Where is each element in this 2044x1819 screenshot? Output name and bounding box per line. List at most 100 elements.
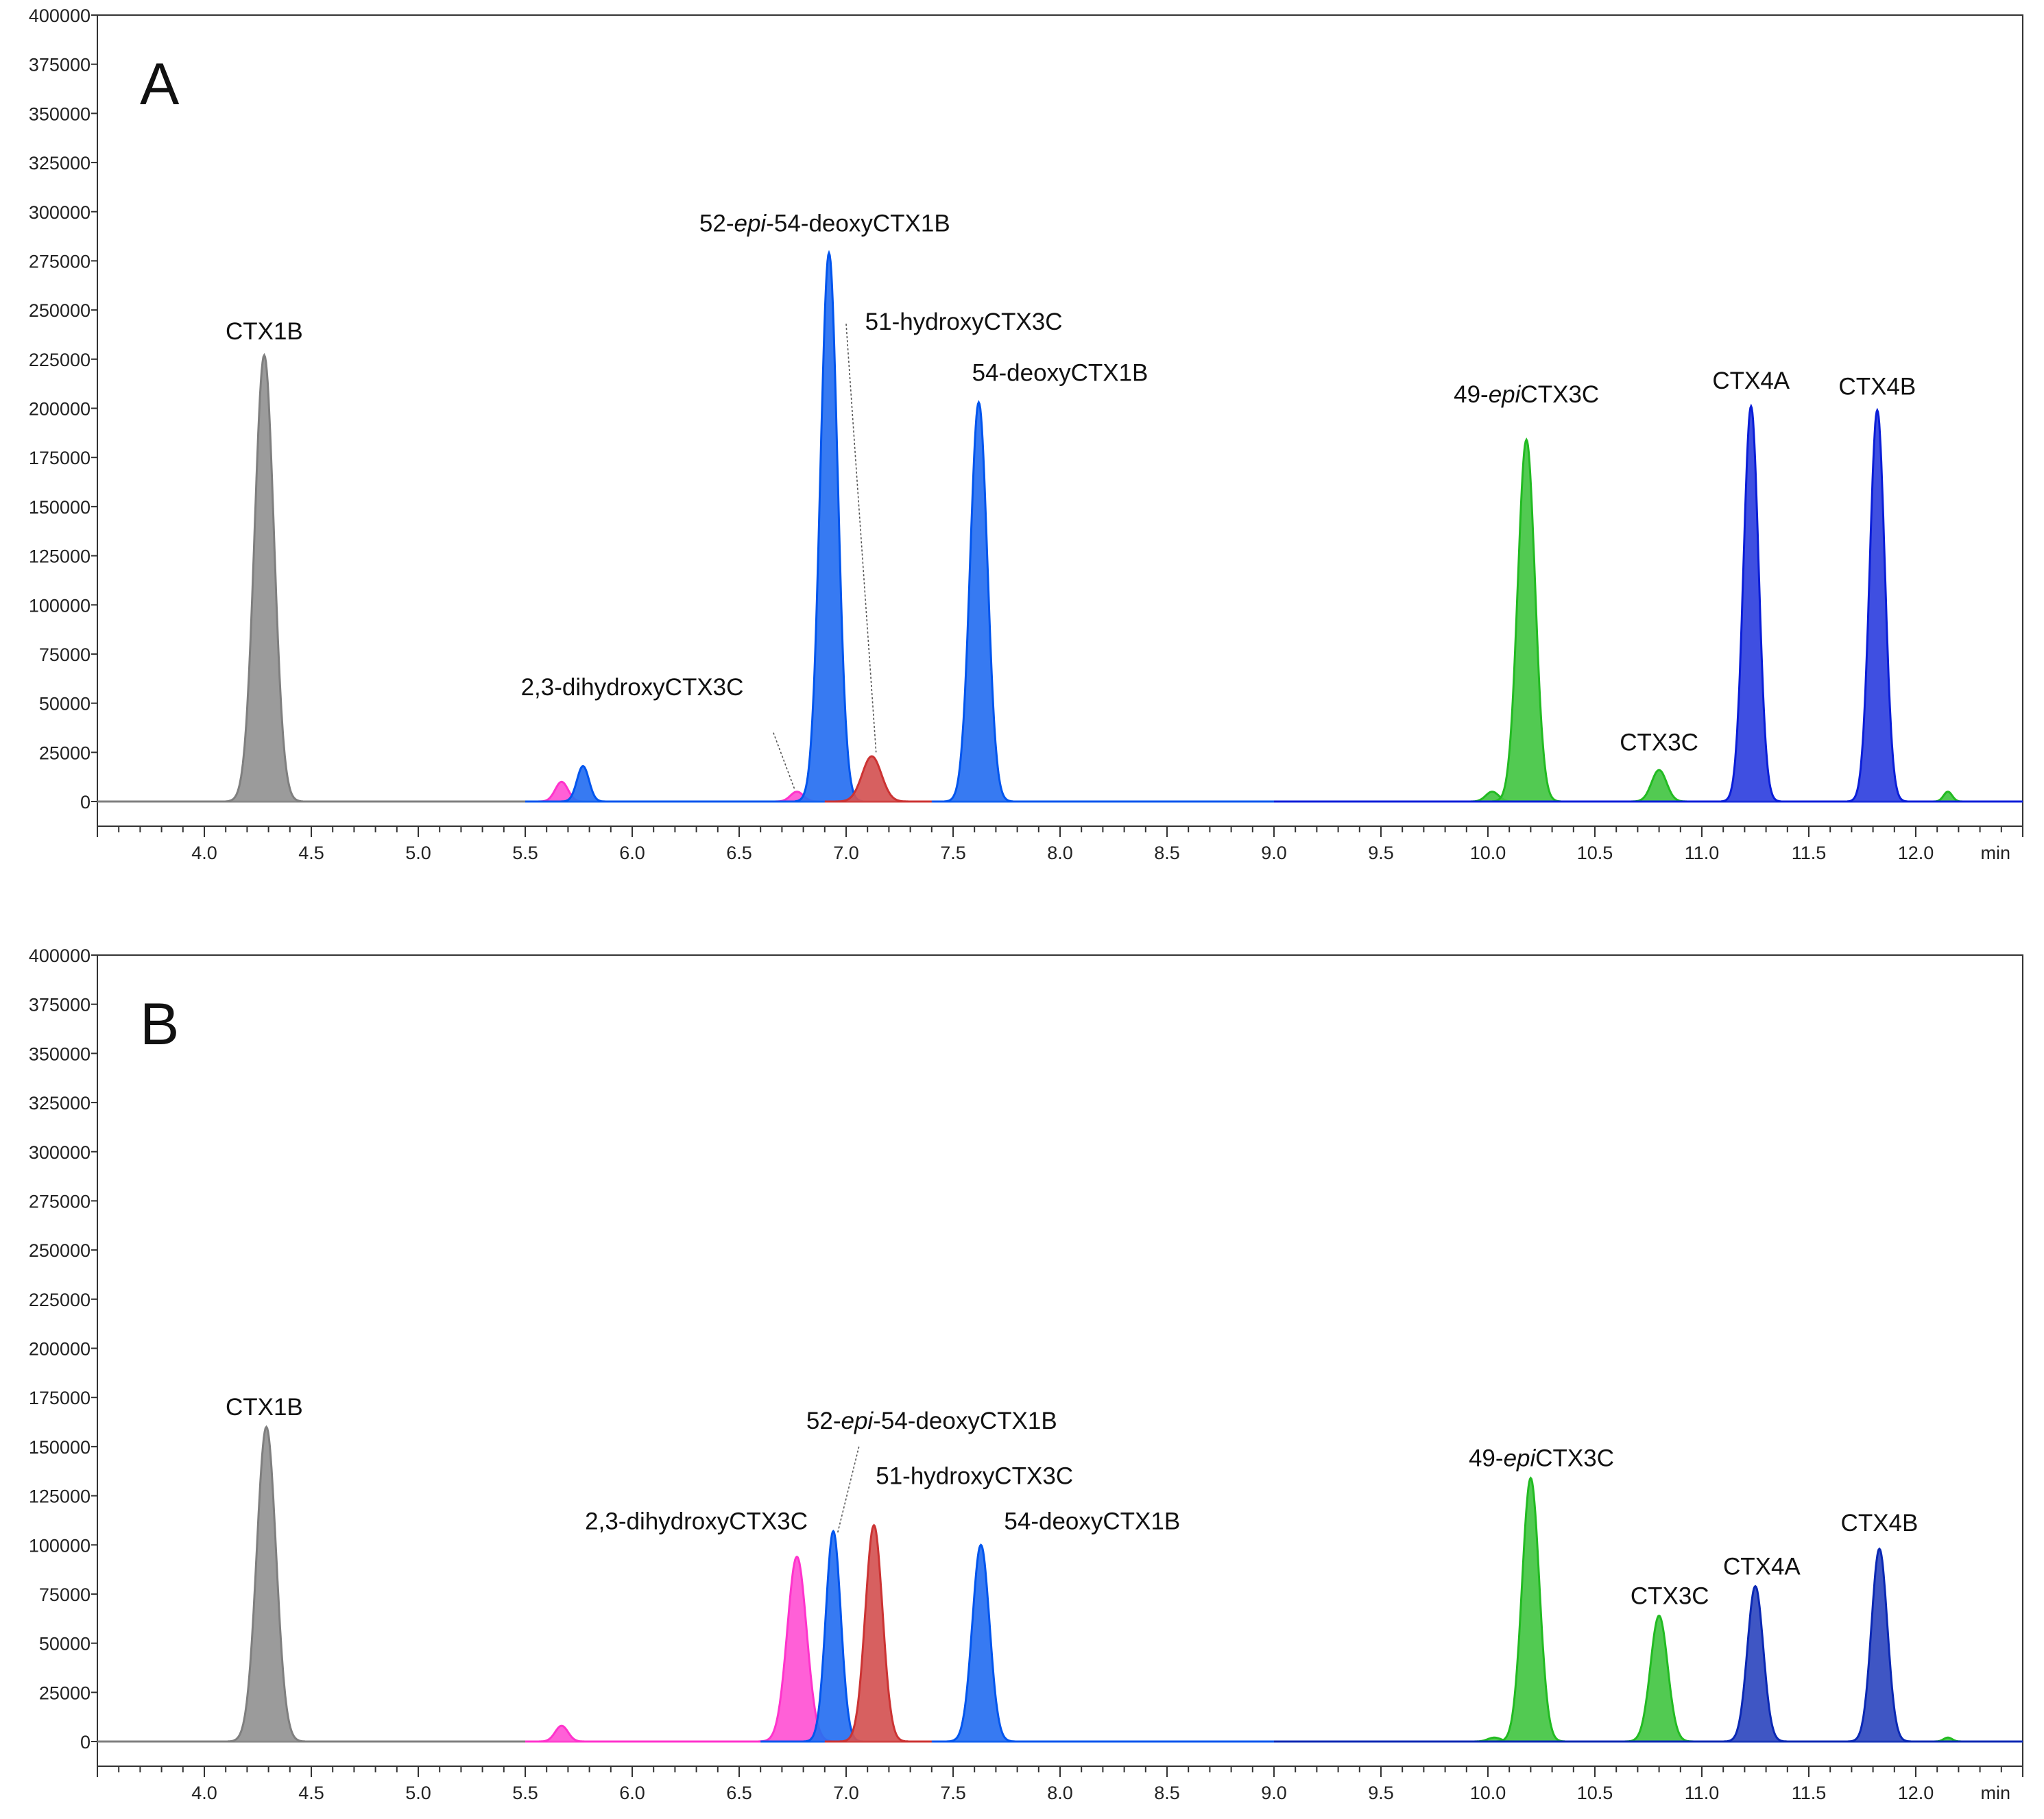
peak-annotation: CTX1B: [226, 1394, 303, 1421]
y-tick-label: 125000: [29, 546, 91, 567]
series-red: [824, 1523, 932, 1743]
peak-trace: [839, 1523, 909, 1743]
y-tick-label: 150000: [29, 497, 91, 518]
peak-fill: [1466, 791, 1518, 802]
peak-annotation: 52-epi-54-deoxyCTX1B: [806, 1408, 1057, 1434]
x-tick-label: 8.5: [1154, 1783, 1180, 1803]
peak-fill: [771, 791, 823, 802]
series-magenta: [525, 1555, 1274, 1743]
x-tick-label: 5.0: [405, 1783, 431, 1803]
series-navy: [1274, 1547, 2023, 1743]
x-tick-label: 6.5: [726, 1783, 752, 1803]
x-tick-label: 9.0: [1261, 1783, 1287, 1803]
peak-annotation: CTX4B: [1838, 373, 1916, 400]
peak-fill: [536, 1726, 588, 1742]
panel-label: A: [140, 51, 180, 117]
y-tick-label: 75000: [39, 1585, 91, 1605]
series-blue: [525, 250, 1274, 803]
annotation-leader-line: [773, 732, 795, 791]
x-tick-label: 4.0: [191, 843, 217, 863]
peak-trace: [228, 1425, 305, 1743]
x-tick-label: 9.5: [1368, 1783, 1394, 1803]
peak-trace: [1624, 1614, 1694, 1743]
y-tick-label: 150000: [29, 1437, 91, 1458]
y-tick-label: 250000: [29, 1240, 91, 1261]
x-tick-label: 7.0: [833, 843, 859, 863]
x-tick-label: 12.0: [1898, 843, 1934, 863]
x-tick-label: 11.0: [1685, 843, 1720, 863]
peak-annotation: CTX3C: [1620, 729, 1698, 756]
peak-annotation: 51-hydroxyCTX3C: [876, 1462, 1073, 1489]
peak-annotation: CTX4A: [1723, 1553, 1801, 1580]
x-tick-label: 4.5: [298, 1783, 324, 1803]
x-tick-label: 6.0: [619, 843, 645, 863]
peak-fill: [1468, 1737, 1520, 1742]
peak-fill: [559, 766, 608, 802]
y-tick-label: 25000: [39, 743, 91, 763]
peak-trace: [1720, 403, 1781, 803]
peak-trace: [794, 250, 864, 803]
peak-annotation: CTX4A: [1712, 368, 1790, 394]
y-tick-label: 275000: [29, 251, 91, 272]
x-tick-label: 11.5: [1792, 1783, 1827, 1803]
y-tick-label: 125000: [29, 1486, 91, 1507]
x-tick-label: 5.5: [512, 843, 538, 863]
y-tick-label: 250000: [29, 300, 91, 321]
panel-b: 0 25000 50000 75000 100000 125000 150000 175000…: [29, 945, 2023, 1803]
y-tick-label: 50000: [39, 694, 91, 714]
y-tick-label: 350000: [29, 104, 91, 124]
peak-trace: [833, 755, 911, 803]
y-tick-label: 175000: [29, 1388, 91, 1408]
x-tick-label: 6.0: [619, 1783, 645, 1803]
y-tick-label: 175000: [29, 448, 91, 468]
x-tick-label: 10.5: [1577, 1783, 1613, 1803]
peak-fill: [946, 1545, 1015, 1742]
series-navy: [1274, 403, 2023, 803]
y-tick-label: 350000: [29, 1044, 91, 1064]
y-tick-label: 100000: [29, 1535, 91, 1556]
y-tick-label: 100000: [29, 595, 91, 616]
peak-annotation: 52-epi-54-deoxyCTX1B: [699, 210, 950, 237]
peak-trace: [946, 1543, 1015, 1743]
peak-annotation: 49-epiCTX3C: [1469, 1445, 1614, 1472]
y-tick-label: 200000: [29, 1339, 91, 1360]
y-tick-label: 325000: [29, 153, 91, 173]
x-axis-label: min: [1980, 1783, 2010, 1803]
plot-frame: [97, 14, 2023, 827]
peak-fill: [1624, 1615, 1694, 1742]
plot-frame: [97, 954, 2023, 1767]
y-tick-label: 50000: [39, 1634, 91, 1654]
peak-annotation: 2,3-dihydroxyCTX3C: [585, 1508, 808, 1534]
x-tick-label: 11.5: [1792, 843, 1827, 863]
y-tick-label: 0: [80, 1732, 91, 1752]
peak-annotation: CTX1B: [226, 318, 303, 345]
peak-fill: [839, 1525, 909, 1742]
y-tick-label: 225000: [29, 350, 91, 370]
peak-fill: [944, 402, 1013, 802]
y-tick-label: 200000: [29, 399, 91, 420]
peak-trace: [1723, 1585, 1788, 1743]
series-red: [824, 755, 932, 803]
x-tick-label: 7.5: [940, 1783, 966, 1803]
y-tick-label: 0: [80, 792, 91, 812]
y-tick-label: 375000: [29, 995, 91, 1015]
peak-fill: [795, 253, 863, 802]
peak-trace: [536, 1724, 588, 1743]
x-tick-label: 7.5: [940, 843, 966, 863]
y-tick-label: 400000: [29, 945, 91, 966]
peak-fill: [536, 782, 588, 802]
x-tick-label: 4.5: [298, 843, 324, 863]
x-tick-label: 6.5: [726, 843, 752, 863]
peak-trace: [1847, 407, 1908, 803]
peak-fill: [833, 756, 911, 802]
peak-fill: [1721, 406, 1781, 802]
x-tick-label: 9.0: [1261, 843, 1287, 863]
y-tick-label: 300000: [29, 202, 91, 223]
x-tick-label: 7.0: [833, 1783, 859, 1803]
x-tick-label: 5.0: [405, 843, 431, 863]
series-gray: [97, 1425, 525, 1743]
panel-a: 0 25000 50000 75000 100000 125000 150000 175000…: [29, 5, 2023, 863]
peak-fill: [1847, 1549, 1912, 1742]
panel-label: B: [140, 991, 179, 1057]
